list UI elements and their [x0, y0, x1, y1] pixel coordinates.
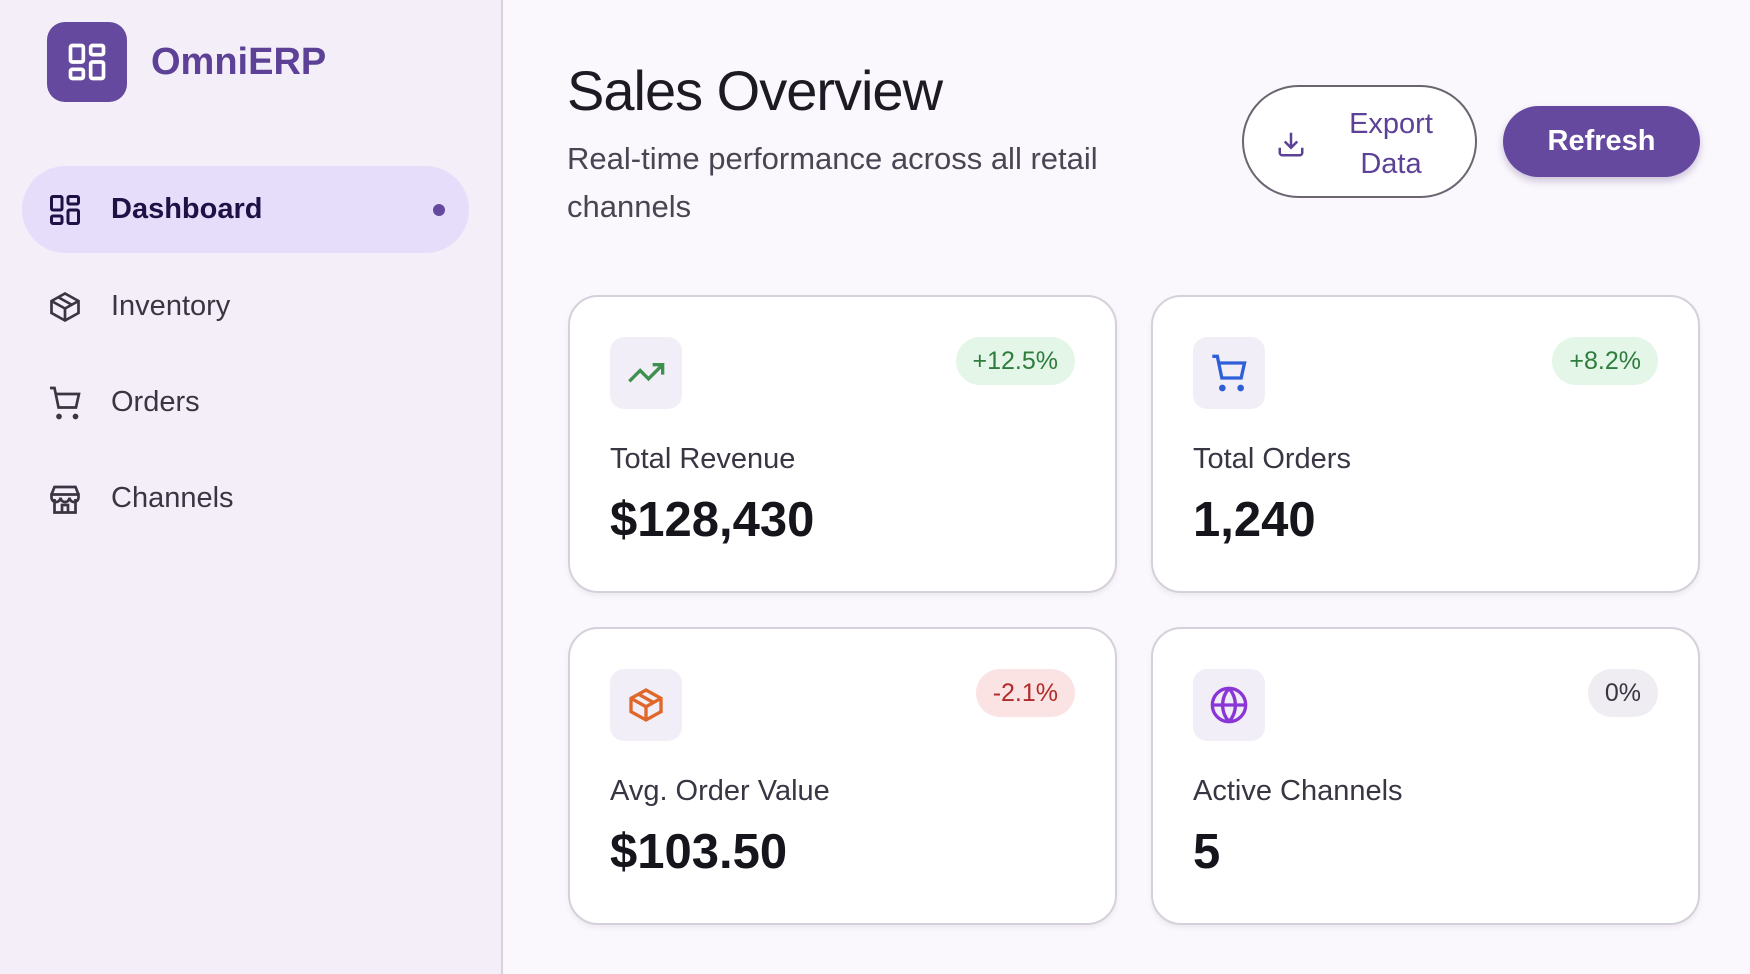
- stat-value: 5: [1193, 825, 1221, 879]
- page-title: Sales Overview: [567, 59, 943, 122]
- stat-value: 1,240: [1193, 493, 1316, 547]
- stat-icon: [610, 669, 682, 741]
- stat-value: $103.50: [610, 825, 788, 879]
- stat-label: Total Revenue: [610, 443, 796, 475]
- button-label: Export Data: [1349, 108, 1433, 180]
- stat-value: $128,430: [610, 493, 815, 547]
- nav-item[interactable]: Inventory: [22, 263, 469, 350]
- nav-item[interactable]: Orders: [22, 359, 469, 446]
- stat-card[interactable]: 0% Active Channels 5: [1151, 627, 1700, 925]
- change-badge: +8.2%: [1552, 337, 1658, 385]
- nav-item[interactable]: Channels: [22, 455, 469, 542]
- nav-item[interactable]: Dashboard: [22, 166, 469, 253]
- nav-label: Orders: [111, 386, 200, 418]
- active-dot: [433, 203, 445, 216]
- stat-label: Avg. Order Value: [610, 775, 830, 807]
- stat-label: Total Orders: [1193, 443, 1351, 475]
- nav-label: Dashboard: [111, 193, 263, 225]
- stat-icon: [610, 337, 682, 409]
- page-subtitle: Real-time performance across all retail …: [567, 141, 1098, 224]
- change-badge: 0%: [1587, 669, 1658, 717]
- stat-card[interactable]: +8.2% Total Orders 1,240: [1151, 295, 1700, 593]
- stat-card[interactable]: -2.1% Avg. Order Value $103.50: [568, 627, 1117, 925]
- export-button[interactable]: Export Data: [1242, 85, 1477, 198]
- brand: OmniERP: [151, 41, 327, 83]
- refresh-button[interactable]: Refresh: [1503, 106, 1700, 177]
- stat-label: Active Channels: [1193, 775, 1403, 807]
- stat-icon: [1193, 669, 1265, 741]
- logo[interactable]: [47, 22, 127, 102]
- stat-icon: [1193, 337, 1265, 409]
- nav-label: Channels: [111, 482, 234, 514]
- stat-card[interactable]: +12.5% Total Revenue $128,430: [568, 295, 1117, 593]
- change-badge: -2.1%: [975, 669, 1075, 717]
- change-badge: +12.5%: [955, 337, 1075, 385]
- nav-label: Inventory: [111, 290, 231, 322]
- sidebar: OmniERP Dashboard Inventory Orders Chann…: [0, 0, 503, 974]
